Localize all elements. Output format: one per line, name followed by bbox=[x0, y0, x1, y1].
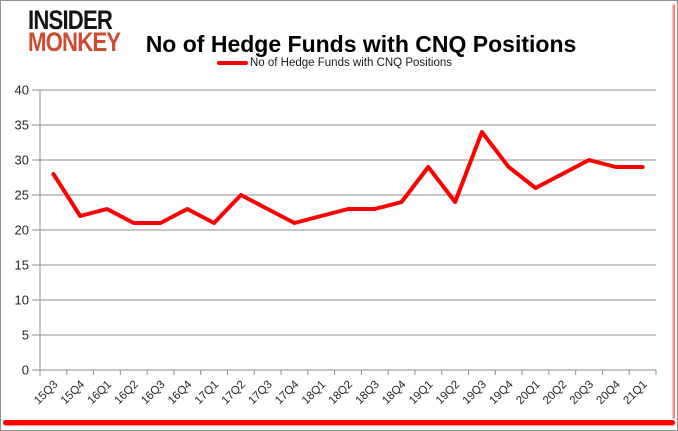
y-axis-label-35: 35 bbox=[15, 118, 29, 133]
x-axis-label-15Q4: 15Q4 bbox=[59, 378, 88, 407]
x-axis-label-20Q4: 20Q4 bbox=[595, 378, 624, 407]
frame-right-red-accent bbox=[672, 4, 675, 419]
y-axis-label-10: 10 bbox=[15, 293, 29, 308]
legend-label: No of Hedge Funds with CNQ Positions bbox=[250, 57, 452, 69]
x-axis-label-18Q4: 18Q4 bbox=[380, 378, 409, 407]
x-axis-label-20Q2: 20Q2 bbox=[541, 379, 569, 407]
y-axis-label-20: 20 bbox=[15, 223, 29, 238]
x-axis-label-17Q3: 17Q3 bbox=[246, 379, 274, 407]
chart-legend: No of Hedge Funds with CNQ Positions bbox=[217, 57, 452, 69]
y-axis-label-25: 25 bbox=[15, 188, 29, 203]
y-axis-label-0: 0 bbox=[22, 363, 29, 378]
x-axis-label-20Q3: 20Q3 bbox=[568, 379, 596, 407]
x-axis-label-19Q3: 19Q3 bbox=[461, 379, 489, 407]
x-axis-label-18Q1: 18Q1 bbox=[300, 379, 328, 407]
x-axis-label-19Q1: 19Q1 bbox=[407, 379, 435, 407]
x-axis-label-19Q4: 19Q4 bbox=[487, 378, 516, 407]
y-axis-label-30: 30 bbox=[15, 153, 29, 168]
insider-monkey-logo: INSIDER MONKEY bbox=[28, 5, 121, 57]
x-axis-label-18Q3: 18Q3 bbox=[354, 379, 382, 407]
y-axis-label-5: 5 bbox=[22, 328, 29, 343]
chart-title: No of Hedge Funds with CNQ Positions bbox=[145, 31, 577, 58]
x-axis-label-17Q2: 17Q2 bbox=[220, 379, 248, 407]
x-axis-label-15Q3: 15Q3 bbox=[32, 379, 60, 407]
x-axis-label-20Q1: 20Q1 bbox=[514, 379, 542, 407]
x-axis-label-16Q4: 16Q4 bbox=[166, 378, 195, 407]
logo-text-monkey: MONKEY bbox=[28, 27, 121, 57]
x-axis-label-16Q2: 16Q2 bbox=[112, 379, 140, 407]
x-axis-label-19Q2: 19Q2 bbox=[434, 379, 462, 407]
logo-text-insider: INSIDER bbox=[28, 5, 113, 35]
series-line-hedge-funds bbox=[51, 130, 645, 225]
x-axis-label-17Q4: 17Q4 bbox=[273, 378, 302, 407]
y-axis-label-15: 15 bbox=[15, 258, 29, 273]
x-axis-label-16Q1: 16Q1 bbox=[86, 379, 114, 407]
x-axis-label-18Q2: 18Q2 bbox=[327, 379, 355, 407]
legend-line-marker bbox=[217, 61, 248, 65]
frame-bottom-red-bar bbox=[3, 420, 675, 425]
x-axis-label-16Q3: 16Q3 bbox=[139, 379, 167, 407]
y-axis-label-40: 40 bbox=[15, 83, 29, 98]
x-axis-label-17Q1: 17Q1 bbox=[193, 379, 221, 407]
x-axis-label-21Q1: 21Q1 bbox=[621, 379, 649, 407]
